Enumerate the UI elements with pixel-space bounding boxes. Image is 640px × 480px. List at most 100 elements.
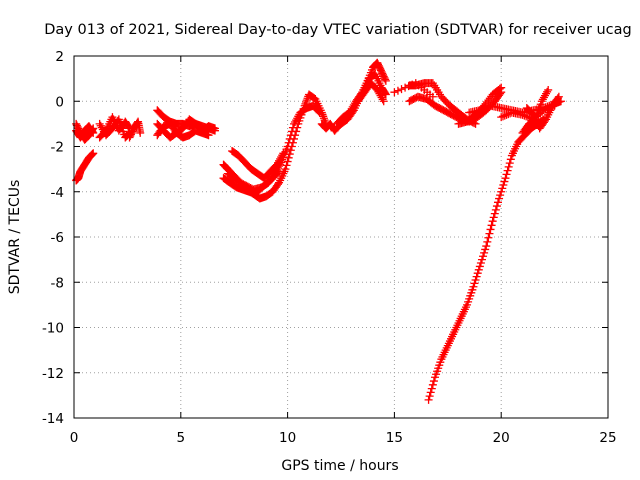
data-point <box>479 104 488 113</box>
data-point <box>284 138 293 147</box>
data-point <box>539 115 548 124</box>
data-point <box>491 205 500 214</box>
series-trace-m <box>223 167 284 194</box>
data-point <box>495 194 504 203</box>
y-tick-label: -6 <box>51 230 64 246</box>
series-trace-c-early <box>72 122 98 142</box>
data-point <box>543 87 552 96</box>
data-point <box>503 166 512 175</box>
y-tick-label: 2 <box>55 49 64 65</box>
y-tick-label: -2 <box>51 140 64 156</box>
data-point <box>473 269 482 278</box>
data-point <box>89 149 98 158</box>
data-point <box>426 388 435 397</box>
data-point <box>278 151 287 160</box>
data-point <box>469 282 478 291</box>
data-point <box>538 116 547 125</box>
series-trace-f <box>125 117 145 142</box>
data-point <box>471 275 480 284</box>
data-point <box>522 112 531 121</box>
x-tick-label: 0 <box>70 430 79 446</box>
data-point <box>479 252 488 261</box>
data-point <box>381 76 390 85</box>
data-point <box>204 131 213 140</box>
series-trace-u <box>454 83 506 128</box>
x-tick-label: 25 <box>599 430 616 446</box>
data-point <box>506 155 515 164</box>
data-point <box>210 124 219 133</box>
data-point <box>486 225 495 234</box>
y-tick-label: 0 <box>55 94 64 110</box>
data-point <box>381 75 390 84</box>
data-point <box>283 142 292 151</box>
data-point <box>490 209 499 218</box>
data-point <box>502 170 511 179</box>
x-tick-label: 15 <box>386 430 403 446</box>
data-point <box>499 180 508 189</box>
data-point <box>319 112 328 121</box>
data-point <box>504 110 513 119</box>
data-point <box>302 98 311 107</box>
data-point <box>504 162 513 171</box>
data-point <box>493 198 502 207</box>
chart-title: Day 013 of 2021, Sidereal Day-to-day VTE… <box>44 22 632 38</box>
data-point <box>425 392 434 401</box>
data-point <box>485 229 494 238</box>
data-point <box>483 237 492 246</box>
data-point <box>484 233 493 242</box>
data-point <box>471 119 480 128</box>
data-point <box>288 123 297 132</box>
data-point <box>475 262 484 271</box>
data-point <box>302 96 311 105</box>
data-point <box>482 242 491 251</box>
data-point <box>520 111 529 120</box>
data-point <box>428 92 437 101</box>
axis-ticks: 0 5 10 15 20 25 -14 -12 -10 -8 -6 -4 -2 0 2 <box>42 49 617 446</box>
data-point <box>287 127 296 136</box>
data-point <box>554 92 563 101</box>
data-point <box>283 157 292 166</box>
data-point <box>284 153 293 162</box>
x-tick-label: 10 <box>279 430 296 446</box>
data-point <box>88 127 97 136</box>
data-point <box>390 88 399 97</box>
data-point <box>89 128 98 137</box>
data-point <box>475 106 484 115</box>
data-point <box>544 85 553 94</box>
data-point <box>424 395 433 404</box>
data-point <box>281 165 290 174</box>
data-point <box>282 161 291 170</box>
data-point <box>497 83 506 92</box>
data-point <box>497 187 506 196</box>
x-axis-label: GPS time / hours <box>281 458 398 474</box>
y-tick-label: -12 <box>42 366 64 382</box>
data-point <box>498 184 507 193</box>
series-trace-s <box>405 79 480 128</box>
data-point <box>481 245 490 254</box>
data-point <box>136 128 145 137</box>
data-point <box>480 248 489 257</box>
data-point <box>275 167 284 176</box>
data-point <box>379 97 388 106</box>
series-trace-l <box>228 147 288 183</box>
data-point <box>501 174 510 183</box>
data-point <box>429 377 438 386</box>
data-point <box>477 255 486 264</box>
data-point <box>500 177 509 186</box>
x-tick-label: 20 <box>493 430 510 446</box>
data-point <box>314 107 323 116</box>
data-point <box>487 221 496 230</box>
data-point <box>482 103 491 112</box>
y-tick-label: -8 <box>51 275 64 291</box>
y-tick-label: -4 <box>51 185 64 201</box>
series-trace-e <box>95 113 134 142</box>
data-point <box>470 279 479 288</box>
data-point <box>496 191 505 200</box>
y-axis-label: SDTVAR / TECUs <box>7 180 23 295</box>
series-trace-q <box>354 79 388 106</box>
data-point <box>500 111 509 120</box>
data-point <box>502 110 511 119</box>
series-trace-z-drop <box>424 115 548 404</box>
data-point <box>381 90 390 99</box>
data-point <box>378 95 387 104</box>
